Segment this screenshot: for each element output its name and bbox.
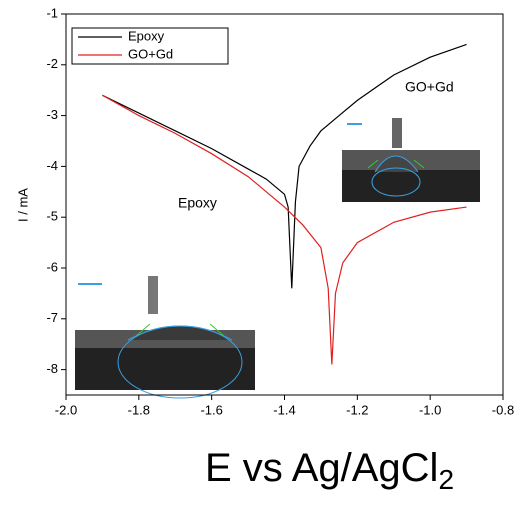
y-tick-label: -8 [46, 361, 58, 376]
x-tick-label: -0.8 [492, 402, 514, 417]
x-axis-label: E vs Ag/AgCl2 [205, 446, 454, 496]
x-axis-label-subscript: 2 [438, 464, 454, 495]
x-tick-label: -1.4 [273, 402, 295, 417]
x-tick-label: -1.6 [200, 402, 222, 417]
x-tick-label: -1.0 [419, 402, 441, 417]
y-tick-label: -1 [46, 5, 58, 20]
inset-right [342, 118, 480, 202]
x-tick-label: -1.8 [128, 402, 150, 417]
series-line [102, 43, 467, 289]
legend-label: GO+Gd [128, 46, 173, 61]
inset-left [75, 276, 255, 399]
x-tick-label: -2.0 [55, 402, 77, 417]
series-line [102, 94, 467, 365]
x-tick-label: -1.2 [346, 402, 368, 417]
y-tick-label: -7 [46, 310, 58, 325]
y-tick-label: -2 [46, 56, 58, 71]
x-axis-label-main: E vs Ag/AgCl [205, 446, 438, 490]
legend: Epoxy GO+Gd [71, 27, 229, 65]
y-tick-label: -4 [46, 158, 58, 173]
annotation: Epoxy [178, 195, 217, 211]
y-axis-label: I / mA [15, 188, 30, 222]
y-tick-label: -3 [46, 107, 58, 122]
annotation: GO+Gd [405, 79, 454, 95]
y-tick-label: -6 [46, 259, 58, 274]
y-tick-label: -5 [46, 209, 58, 224]
legend-label: Epoxy [128, 28, 165, 43]
